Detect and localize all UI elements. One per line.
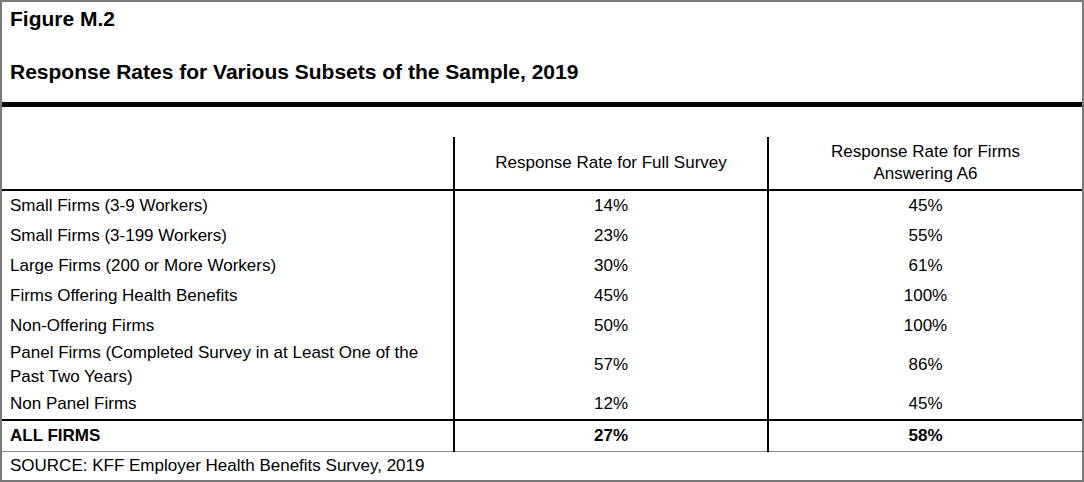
cell-answering-a6: 55%	[768, 221, 1082, 251]
row-label: Firms Offering Health Benefits	[2, 281, 454, 311]
cell-full-survey: 23%	[454, 221, 768, 251]
total-row-label: ALL FIRMS	[2, 420, 454, 452]
cell-full-survey: 12%	[454, 389, 768, 420]
row-label: Non Panel Firms	[2, 389, 454, 420]
cell-full-survey: 57%	[454, 341, 768, 389]
header-answering-a6: Response Rate for Firms Answering A6	[768, 137, 1082, 190]
figure-title: Response Rates for Various Subsets of th…	[10, 60, 578, 84]
title-divider-rule	[2, 102, 1082, 107]
table-row: Small Firms (3-199 Workers)23%55%	[2, 221, 1082, 251]
source-note: SOURCE: KFF Employer Health Benefits Sur…	[10, 456, 424, 476]
table-row: Panel Firms (Completed Survey in at Leas…	[2, 341, 1082, 389]
row-label: Small Firms (3-9 Workers)	[2, 190, 454, 221]
cell-answering-a6: 100%	[768, 311, 1082, 341]
cell-full-survey: 14%	[454, 190, 768, 221]
cell-answering-a6: 100%	[768, 281, 1082, 311]
cell-full-survey: 30%	[454, 251, 768, 281]
response-rates-table: Response Rate for Full Survey Response R…	[2, 137, 1082, 452]
table-row: Small Firms (3-9 Workers)14%45%	[2, 190, 1082, 221]
cell-answering-a6: 61%	[768, 251, 1082, 281]
row-label: Large Firms (200 or More Workers)	[2, 251, 454, 281]
total-cell-answering-a6: 58%	[768, 420, 1082, 452]
figure-label: Figure M.2	[10, 7, 115, 31]
table-row: Firms Offering Health Benefits45%100%	[2, 281, 1082, 311]
table-row: Large Firms (200 or More Workers)30%61%	[2, 251, 1082, 281]
table-body: Small Firms (3-9 Workers)14%45%Small Fir…	[2, 190, 1082, 420]
figure-panel: Figure M.2 Response Rates for Various Su…	[0, 0, 1084, 482]
table-row: Non-Offering Firms50%100%	[2, 311, 1082, 341]
header-full-survey: Response Rate for Full Survey	[454, 137, 768, 190]
cell-full-survey: 50%	[454, 311, 768, 341]
table-total-row: ALL FIRMS 27% 58%	[2, 420, 1082, 452]
row-label: Non-Offering Firms	[2, 311, 454, 341]
table-header-row: Response Rate for Full Survey Response R…	[2, 137, 1082, 190]
header-full-survey-label: Response Rate for Full Survey	[495, 152, 727, 174]
table-row: Non Panel Firms12%45%	[2, 389, 1082, 420]
cell-full-survey: 45%	[454, 281, 768, 311]
header-empty-cell	[2, 137, 454, 190]
cell-answering-a6: 45%	[768, 389, 1082, 420]
total-cell-full-survey: 27%	[454, 420, 768, 452]
cell-answering-a6: 86%	[768, 341, 1082, 389]
row-label: Small Firms (3-199 Workers)	[2, 221, 454, 251]
row-label: Panel Firms (Completed Survey in at Leas…	[2, 341, 454, 389]
cell-answering-a6: 45%	[768, 190, 1082, 221]
header-answering-a6-label: Response Rate for Firms Answering A6	[821, 141, 1031, 185]
